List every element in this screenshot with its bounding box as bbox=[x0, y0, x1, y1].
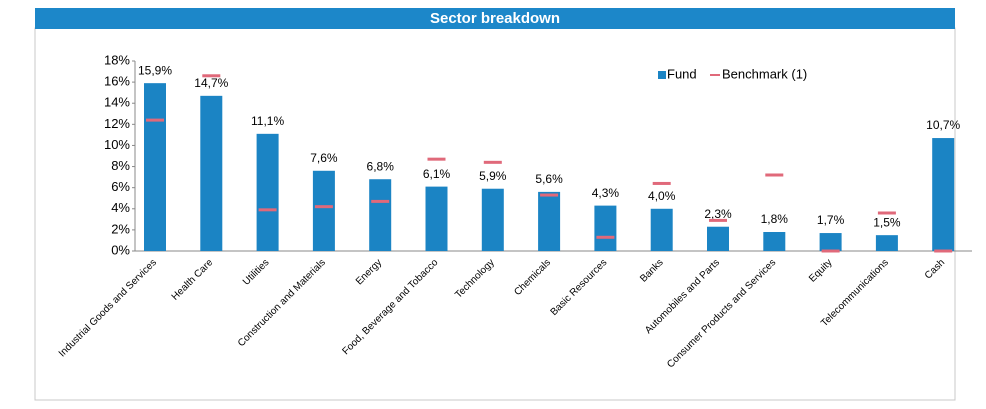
value-label: 10,7% bbox=[926, 118, 960, 132]
x-tick-label: Utilities bbox=[241, 257, 272, 288]
benchmark-marker bbox=[258, 208, 277, 212]
value-label: 15,9% bbox=[138, 63, 172, 77]
x-tick-label: Food, Beverage and Tobacco bbox=[340, 257, 440, 357]
benchmark-marker bbox=[427, 157, 446, 161]
benchmark-marker bbox=[483, 160, 502, 164]
x-tick-label: Chemicals bbox=[512, 257, 553, 298]
y-tick-label: 6% bbox=[111, 179, 130, 194]
bar bbox=[481, 188, 504, 251]
bar bbox=[369, 179, 392, 251]
x-tick-label: Cash bbox=[923, 257, 947, 281]
benchmark-marker bbox=[146, 118, 164, 122]
y-tick-label: 16% bbox=[104, 74, 130, 89]
bar bbox=[875, 235, 898, 251]
bar bbox=[256, 133, 279, 251]
benchmark-marker bbox=[934, 249, 953, 253]
bar bbox=[538, 191, 561, 251]
benchmark-marker bbox=[371, 199, 390, 203]
value-label: 5,9% bbox=[479, 169, 507, 183]
bar bbox=[650, 208, 673, 251]
bar bbox=[312, 170, 335, 251]
x-tick-label: Health Care bbox=[170, 257, 216, 303]
bar bbox=[200, 95, 223, 251]
x-tick-label: Energy bbox=[354, 257, 384, 287]
benchmark-marker bbox=[202, 74, 221, 78]
x-tick-label: Industrial Goods and Services bbox=[57, 257, 159, 359]
y-tick-label: 2% bbox=[111, 221, 130, 236]
benchmark-marker bbox=[765, 173, 784, 177]
bar bbox=[819, 233, 842, 251]
y-tick-label: 0% bbox=[111, 242, 130, 257]
legend-label: Fund bbox=[667, 66, 697, 81]
benchmark-marker bbox=[540, 193, 559, 197]
bar bbox=[763, 232, 786, 251]
value-label: 1,5% bbox=[873, 215, 901, 229]
y-tick-label: 8% bbox=[111, 158, 130, 173]
value-label: 6,8% bbox=[367, 159, 395, 173]
title-bar bbox=[35, 8, 955, 29]
legend-label: Benchmark (1) bbox=[722, 66, 807, 81]
value-label: 14,7% bbox=[194, 76, 228, 90]
bar bbox=[425, 186, 448, 251]
y-tick-label: 14% bbox=[104, 95, 130, 110]
value-label: 7,6% bbox=[310, 151, 338, 165]
legend-swatch bbox=[658, 71, 666, 79]
bar bbox=[707, 226, 729, 251]
value-label: 6,1% bbox=[423, 167, 451, 181]
y-tick-label: 18% bbox=[104, 52, 130, 67]
bar bbox=[144, 83, 166, 252]
y-tick-label: 4% bbox=[111, 200, 130, 215]
x-tick-label: Technology bbox=[453, 257, 497, 301]
benchmark-marker bbox=[821, 249, 840, 253]
value-label: 5,6% bbox=[535, 172, 563, 186]
benchmark-marker bbox=[314, 205, 333, 209]
value-label: 11,1% bbox=[251, 114, 284, 128]
y-tick-label: 10% bbox=[104, 137, 130, 152]
value-label: 1,8% bbox=[761, 212, 789, 226]
bar bbox=[932, 138, 955, 251]
x-tick-label: Banks bbox=[638, 257, 665, 284]
benchmark-marker bbox=[596, 235, 615, 239]
x-tick-label: Basic Resources bbox=[549, 257, 610, 318]
benchmark-marker bbox=[877, 211, 896, 215]
bar bbox=[594, 205, 617, 251]
x-tick-label: Consumer Products and Services bbox=[665, 257, 778, 370]
benchmark-marker bbox=[709, 218, 727, 222]
value-label: 1,7% bbox=[817, 213, 845, 227]
value-label: 4,0% bbox=[648, 189, 676, 203]
benchmark-marker bbox=[652, 181, 671, 185]
value-label: 2,3% bbox=[704, 207, 732, 221]
value-label: 4,3% bbox=[592, 186, 620, 200]
y-tick-label: 12% bbox=[104, 116, 130, 131]
chart-title: Sector breakdown bbox=[430, 10, 560, 27]
x-tick-label: Equity bbox=[807, 257, 834, 284]
